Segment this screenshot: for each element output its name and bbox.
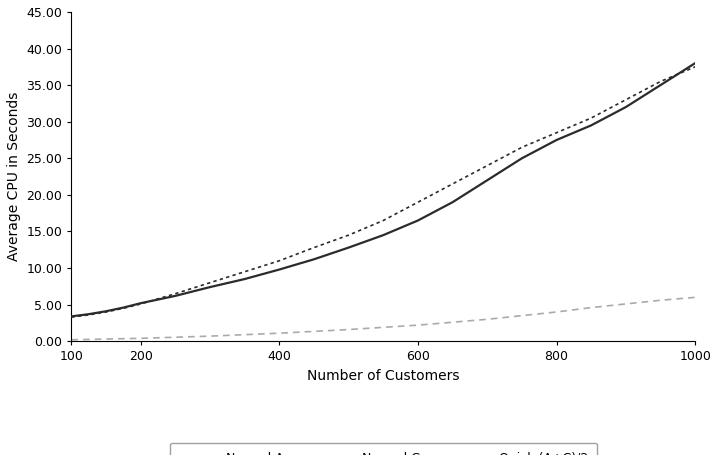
Y-axis label: Average CPU in Seconds: Average CPU in Seconds [7, 92, 21, 261]
Legend: Normal A, Normal C, Quick (A+C)/2: Normal A, Normal C, Quick (A+C)/2 [169, 443, 597, 455]
X-axis label: Number of Customers: Number of Customers [307, 369, 460, 383]
